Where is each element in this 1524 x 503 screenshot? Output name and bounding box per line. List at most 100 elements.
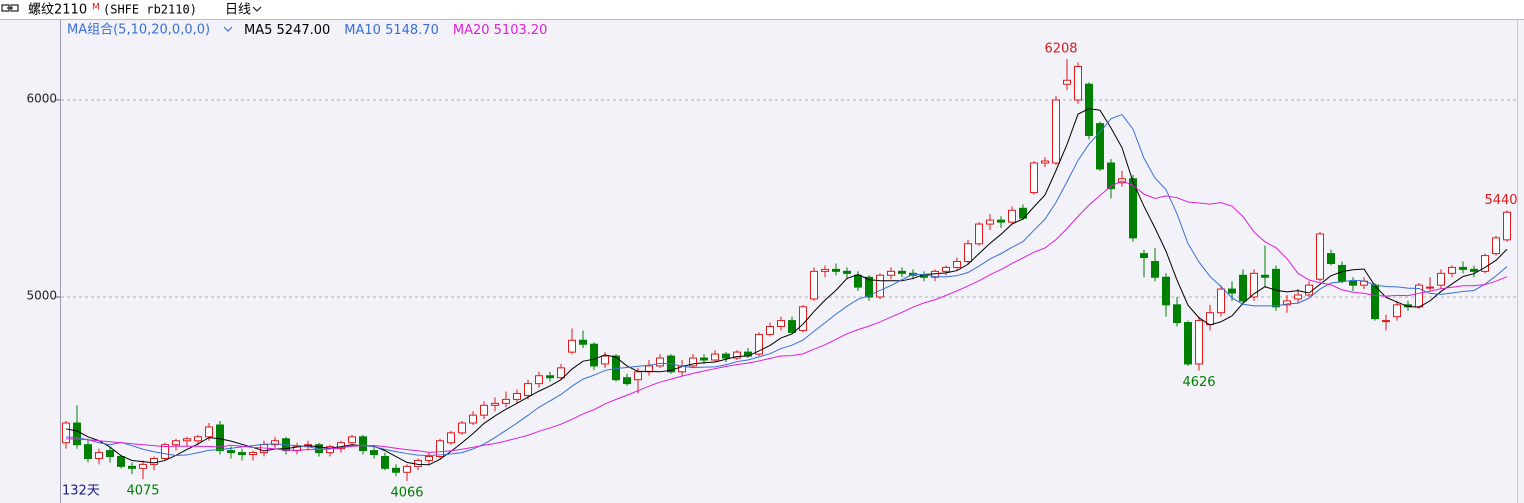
- candle-body: [656, 357, 664, 367]
- candle-body: [513, 392, 521, 400]
- link-icon: [1, 4, 19, 12]
- candle-body: [799, 306, 807, 331]
- ma-line: [65, 113, 1508, 457]
- indicator-chevron[interactable]: [223, 26, 233, 32]
- candle-body: [1272, 268, 1280, 308]
- candle-body: [733, 351, 741, 359]
- candle-body: [381, 456, 389, 469]
- toolbar: [0, 0, 1524, 19]
- candle-body: [1393, 304, 1401, 318]
- candle-body: [227, 450, 235, 454]
- candle-body: [73, 422, 81, 446]
- period-selector[interactable]: 日线: [225, 3, 251, 18]
- candle-body: [425, 456, 433, 461]
- candle-body: [865, 276, 873, 298]
- candle-body: [414, 459, 422, 467]
- candle-body: [128, 465, 136, 469]
- legend-name: MA5: [244, 23, 272, 38]
- candle-body: [1382, 320, 1390, 323]
- candle-body: [469, 414, 477, 424]
- candle-body: [359, 436, 367, 452]
- candle-body: [1327, 253, 1335, 264]
- candle-body: [392, 467, 400, 473]
- ma-line: [65, 180, 1508, 453]
- candle-body: [1481, 255, 1489, 272]
- candle-body: [634, 371, 642, 381]
- candle-body: [601, 355, 609, 365]
- candle-body: [1030, 162, 1038, 194]
- candle-body: [249, 452, 257, 456]
- candle-body: [590, 343, 598, 367]
- candle-body: [403, 465, 411, 473]
- candle-body: [1437, 272, 1445, 286]
- candle-body: [1338, 264, 1346, 282]
- low-label: 4066: [390, 485, 423, 500]
- candle-body: [1217, 288, 1225, 314]
- candle-body: [161, 444, 169, 459]
- candle-body: [788, 320, 796, 333]
- candle-body: [524, 383, 532, 396]
- candle-body: [953, 261, 961, 268]
- candle-body: [535, 375, 543, 385]
- candle-body: [623, 377, 631, 385]
- low-label: 4626: [1182, 375, 1215, 390]
- candle-body: [1261, 274, 1269, 278]
- legend-name: MA10: [344, 23, 381, 38]
- candle-body: [876, 274, 884, 298]
- candle-body: [1283, 300, 1291, 306]
- period-chevron[interactable]: [252, 6, 262, 12]
- candle-body: [546, 375, 554, 379]
- candle-body: [1426, 286, 1434, 289]
- candle-body: [975, 223, 983, 245]
- contract-name[interactable]: 螺纹2110: [28, 3, 87, 18]
- candle-body: [1151, 261, 1159, 278]
- candle-body: [1294, 294, 1302, 300]
- candle-body: [139, 463, 147, 469]
- candle-body: [194, 436, 202, 442]
- candle-body: [436, 440, 444, 458]
- candle-body: [711, 353, 719, 361]
- y-tick-label: 6000: [26, 91, 57, 105]
- candle-body: [480, 404, 488, 416]
- candle-body: [1371, 284, 1379, 320]
- candle-body: [502, 398, 510, 404]
- candle-body: [1195, 320, 1203, 365]
- legend-name: MA20: [453, 23, 490, 38]
- candle-body: [150, 457, 158, 465]
- candle-body: [1019, 207, 1027, 219]
- high-label: 6208: [1044, 42, 1077, 57]
- candle-body: [810, 270, 818, 300]
- candle-body: [1085, 83, 1093, 136]
- candle-body: [1228, 288, 1236, 294]
- candle-body: [1250, 272, 1258, 298]
- candle-body: [1184, 322, 1192, 365]
- legend-value: 5103.20: [494, 23, 548, 38]
- candle-body: [1470, 268, 1478, 272]
- candle-body: [843, 270, 851, 274]
- candle-body: [997, 219, 1005, 223]
- candle-body: [205, 426, 213, 438]
- candle-body: [1162, 276, 1170, 306]
- candle-body: [898, 270, 906, 274]
- candle-body: [722, 353, 730, 359]
- candle-body: [832, 268, 840, 272]
- candle-body: [370, 450, 378, 456]
- candle-body: [106, 450, 114, 458]
- candle-body: [854, 274, 862, 288]
- candle-body: [1492, 237, 1500, 255]
- indicator-selector[interactable]: MA组合(5,10,20,0,0,0): [67, 23, 210, 38]
- candle-body: [62, 422, 70, 444]
- legend-entry: MA10 5148.70: [344, 23, 439, 38]
- candle-body: [887, 270, 895, 276]
- candle-body: [1239, 274, 1247, 302]
- candle-body: [579, 339, 587, 345]
- candle-body: [777, 320, 785, 328]
- candle-body: [348, 436, 356, 444]
- candle-body: [1096, 123, 1104, 170]
- candle-body: [1140, 253, 1148, 259]
- candle-body: [1459, 266, 1467, 270]
- candle-body: [95, 452, 103, 459]
- candle-body: [1008, 209, 1016, 223]
- candle-body: [216, 424, 224, 452]
